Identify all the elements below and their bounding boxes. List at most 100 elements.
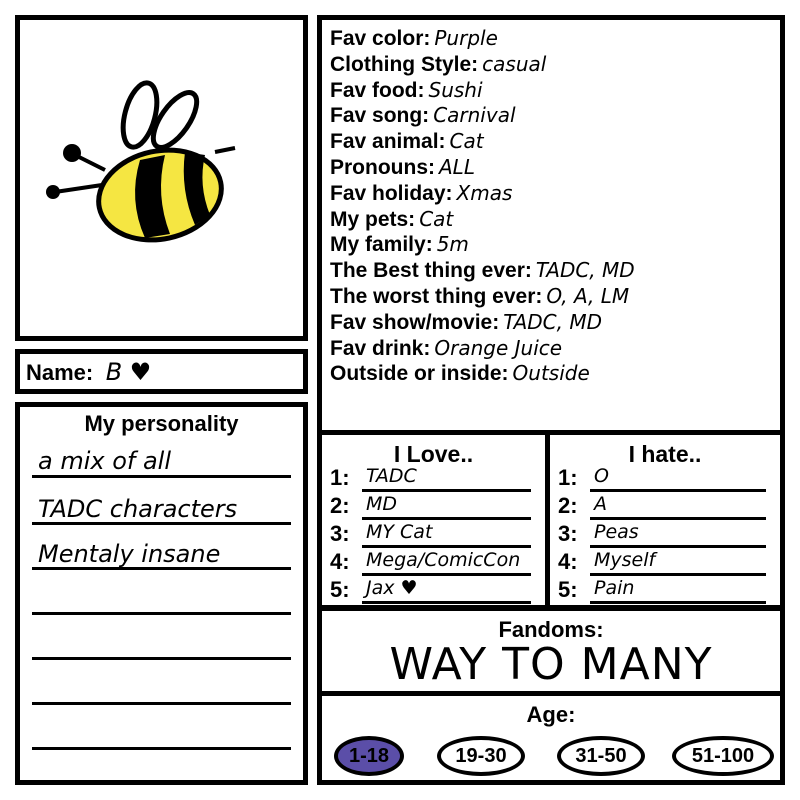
personality-title: My personality	[84, 411, 239, 436]
fandoms-value: WAY TO MANY	[389, 639, 713, 690]
fact-value: Purple	[434, 26, 498, 50]
writing-line	[32, 567, 291, 570]
fact-label: Outside or inside:	[330, 362, 509, 386]
fact-row: The Best thing ever: TADC, MD	[330, 258, 772, 284]
writing-line	[590, 517, 766, 520]
fact-value: ALL	[439, 154, 475, 179]
item-value: A	[594, 493, 607, 515]
fact-value: Xmas	[456, 180, 513, 205]
fact-label: Fav drink:	[330, 336, 431, 360]
item-number: 2:	[330, 493, 350, 518]
fact-label: Fav song:	[330, 104, 430, 128]
personality-box: My personality a mix of all TADC charact…	[15, 402, 308, 785]
fact-row: Fav song: Carnival	[330, 103, 772, 129]
fact-label: The worst thing ever:	[330, 284, 543, 308]
fact-label: My pets:	[330, 207, 416, 231]
item-value: Jax ♥	[366, 577, 418, 599]
item-number: 3:	[330, 521, 350, 546]
item-value: MD	[366, 493, 398, 515]
writing-line	[362, 517, 531, 520]
love-item: 5: Jax ♥	[330, 577, 531, 604]
item-value: TADC	[366, 465, 417, 487]
facts-list: Fav color: Purple Clothing Style: casual Fav…	[330, 26, 772, 387]
item-value: Pain	[594, 577, 635, 599]
fact-value: TADC, MD	[503, 309, 603, 334]
hate-item: 2: A	[558, 493, 766, 520]
fact-row: My family: 5m	[330, 232, 772, 258]
fact-value: O, A, LM	[546, 283, 630, 308]
item-number: 5:	[330, 577, 350, 602]
picture-box	[15, 15, 308, 341]
age-box: Age: 1-18 19-30 31-50 51-100	[317, 691, 785, 785]
writing-line	[32, 475, 291, 478]
personality-line: TADC characters	[38, 495, 238, 523]
age-option-19-30[interactable]: 19-30	[437, 736, 525, 776]
fact-value: Cat	[449, 129, 484, 154]
fandoms-title: Fandoms:	[498, 617, 604, 642]
fact-value: Orange Juice	[434, 335, 563, 360]
name-box: Name: B ♥	[15, 349, 308, 394]
fact-label: The Best thing ever:	[330, 259, 532, 283]
hate-box: I hate.. 1: O 2: A 3: Peas 4: Myself 5: Pain	[545, 430, 785, 610]
personality-line: Mentaly insane	[38, 540, 221, 568]
writing-line	[362, 573, 531, 576]
item-number: 3:	[558, 521, 578, 546]
love-item: 2: MD	[330, 493, 531, 520]
fact-label: Fav color:	[330, 27, 431, 50]
item-value: Myself	[594, 549, 656, 571]
fact-value: Outside	[512, 361, 590, 386]
fact-label: Fav animal:	[330, 130, 446, 154]
fact-row: Fav show/movie: TADC, MD	[330, 310, 772, 336]
writing-line	[32, 657, 291, 660]
fact-row: Fav drink: Orange Juice	[330, 336, 772, 362]
fact-row: Pronouns: ALL	[330, 155, 772, 181]
love-item: 4: Mega/ComicCon	[330, 549, 531, 576]
fact-row: Fav holiday: Xmas	[330, 181, 772, 207]
love-item: 1: TADC	[330, 465, 531, 492]
age-option-1-18[interactable]: 1-18	[334, 736, 404, 776]
fact-value: Sushi	[428, 77, 483, 102]
name-value: B ♥	[105, 358, 152, 386]
fact-row: Fav animal: Cat	[330, 129, 772, 155]
fact-value: Cat	[419, 206, 454, 231]
fact-label: My family:	[330, 233, 433, 257]
item-number: 4:	[330, 549, 350, 574]
age-title: Age:	[526, 702, 576, 727]
personality-line: a mix of all	[38, 447, 172, 475]
writing-line	[590, 545, 766, 548]
writing-line	[32, 702, 291, 705]
hate-item: 5: Pain	[558, 577, 766, 604]
writing-line	[362, 545, 531, 548]
writing-line	[590, 573, 766, 576]
writing-line	[590, 489, 766, 492]
fact-row: Outside or inside: Outside	[330, 361, 772, 387]
fact-value: TADC, MD	[535, 258, 635, 283]
fact-row: The worst thing ever: O, A, LM	[330, 284, 772, 310]
hate-item: 4: Myself	[558, 549, 766, 576]
name-label: Name:	[26, 360, 94, 385]
age-option-51-100[interactable]: 51-100	[672, 736, 774, 776]
hate-item: 1: O	[558, 465, 766, 492]
fact-value: 5m	[436, 232, 469, 257]
fact-label: Fav show/movie:	[330, 310, 500, 334]
fact-row: Fav food: Sushi	[330, 78, 772, 104]
item-number: 2:	[558, 493, 578, 518]
love-box: I Love.. 1: TADC 2: MD 3: MY Cat 4: Mega/ComicC…	[317, 430, 550, 610]
writing-line	[32, 747, 291, 750]
age-option-31-50[interactable]: 31-50	[557, 736, 645, 776]
writing-line	[362, 601, 531, 604]
item-number: 5:	[558, 577, 578, 602]
love-title: I Love..	[393, 441, 474, 467]
writing-line	[32, 522, 291, 525]
fact-row: Clothing Style: casual	[330, 52, 772, 78]
fact-row: My pets: Cat	[330, 207, 772, 233]
item-number: 1:	[558, 465, 578, 490]
item-value: MY Cat	[366, 521, 433, 543]
hate-title: I hate..	[628, 441, 702, 467]
item-value: Mega/ComicCon	[366, 549, 521, 571]
fact-label: Fav holiday:	[330, 181, 453, 205]
hate-item: 3: Peas	[558, 521, 766, 548]
item-value: O	[594, 465, 609, 487]
writing-line	[590, 601, 766, 604]
fact-label: Clothing Style:	[330, 52, 479, 76]
